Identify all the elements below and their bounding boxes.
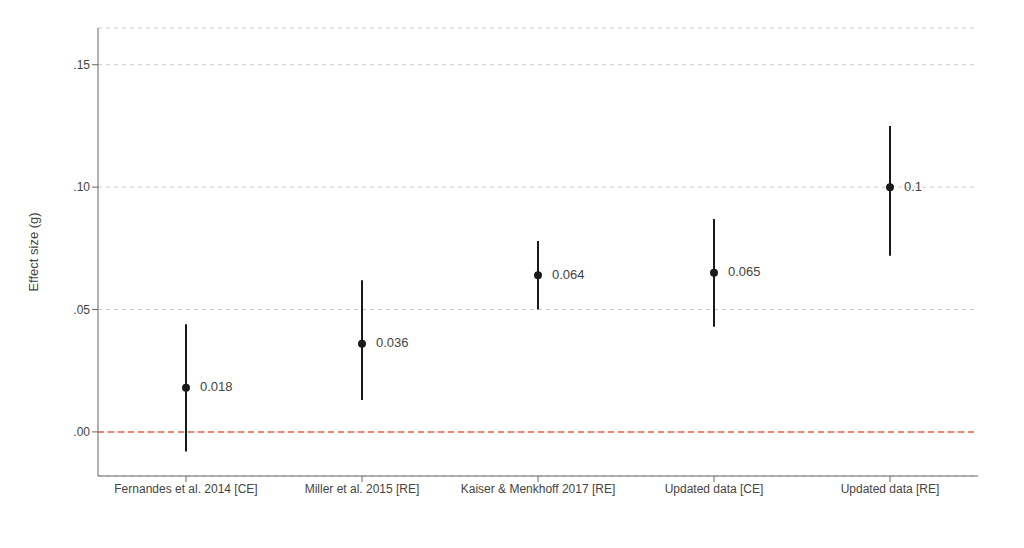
svg-text:0.018: 0.018 xyxy=(200,379,233,394)
svg-text:Miller et al. 2015 [RE]: Miller et al. 2015 [RE] xyxy=(305,482,420,496)
svg-text:0.064: 0.064 xyxy=(552,267,585,282)
svg-text:0.036: 0.036 xyxy=(376,335,409,350)
svg-text:.10: .10 xyxy=(73,180,90,194)
svg-text:Kaiser & Menkhoff 2017 [RE]: Kaiser & Menkhoff 2017 [RE] xyxy=(461,482,616,496)
svg-text:Fernandes et al. 2014 [CE]: Fernandes et al. 2014 [CE] xyxy=(114,482,257,496)
svg-text:Effect size (g): Effect size (g) xyxy=(26,212,41,291)
svg-text:.05: .05 xyxy=(73,303,90,317)
svg-text:Updated data [RE]: Updated data [RE] xyxy=(841,482,940,496)
svg-text:Updated data [CE]: Updated data [CE] xyxy=(665,482,764,496)
svg-text:0.065: 0.065 xyxy=(728,264,761,279)
svg-text:.00: .00 xyxy=(73,425,90,439)
svg-text:.15: .15 xyxy=(73,58,90,72)
svg-text:0.1: 0.1 xyxy=(904,179,922,194)
